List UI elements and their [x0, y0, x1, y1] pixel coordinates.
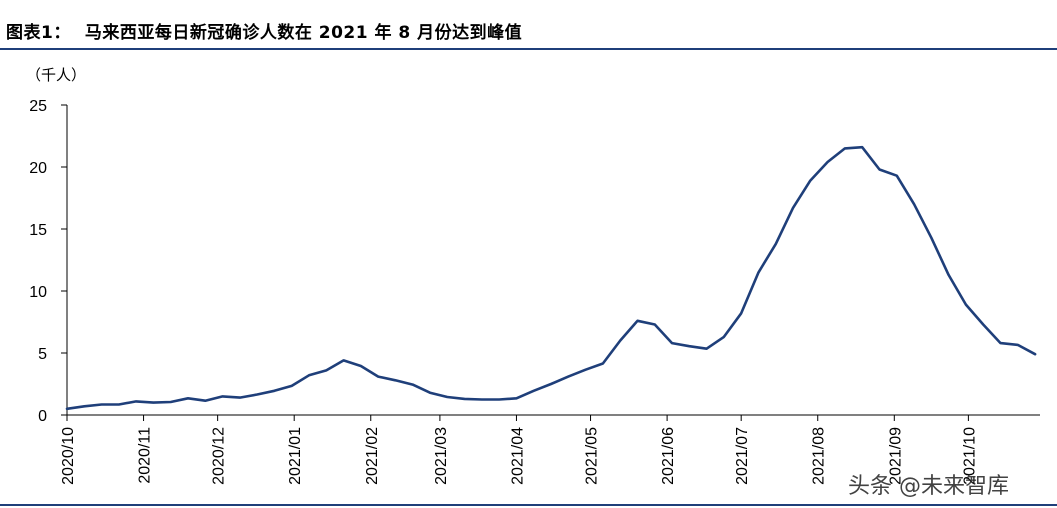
- figure-title: 马来西亚每日新冠确诊人数在 2021 年 8 月份达到峰值: [84, 23, 523, 43]
- y-tick-label: 5: [38, 346, 47, 363]
- x-tick-label: 2021/10: [961, 427, 978, 485]
- x-tick-label: 2021/02: [364, 427, 381, 485]
- x-tick-label: 2021/05: [584, 427, 601, 485]
- top-divider: [0, 48, 1057, 50]
- watermark: 头条 @未来智库: [848, 474, 1009, 499]
- y-tick-label: 10: [29, 284, 47, 301]
- y-tick-label: 25: [29, 98, 47, 115]
- x-tick-label: 2021/08: [811, 427, 828, 485]
- series-line: [65, 145, 1037, 411]
- figure-label: 图表1：: [6, 23, 71, 43]
- y-tick-label: 20: [29, 160, 47, 177]
- x-tick-label: 2021/06: [660, 427, 677, 485]
- x-tick-label: 2020/10: [60, 427, 77, 485]
- figure-title-row: 图表1： 马来西亚每日新冠确诊人数在 2021 年 8 月份达到峰值: [6, 18, 522, 43]
- y-axis-unit: （千人）: [26, 66, 87, 84]
- x-tick-label: 2021/01: [287, 427, 304, 485]
- x-tick-label: 2021/04: [509, 427, 526, 485]
- x-tick-label: 2020/12: [211, 427, 228, 485]
- x-tick-label: 2021/07: [734, 427, 751, 485]
- y-tick-label: 0: [38, 408, 47, 425]
- x-tick-label: 2020/11: [137, 427, 154, 484]
- x-tick-label: 2021/09: [887, 427, 904, 485]
- x-tick-label: 2021/03: [433, 427, 450, 485]
- y-tick-label: 15: [29, 222, 47, 239]
- bottom-divider: [0, 504, 1057, 506]
